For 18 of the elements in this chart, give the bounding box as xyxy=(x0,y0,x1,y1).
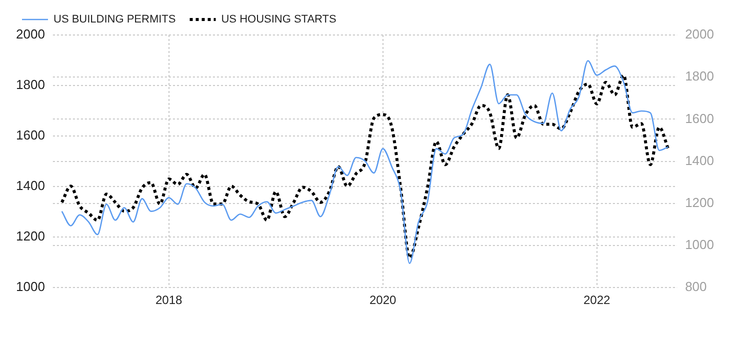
legend-label: US HOUSING STARTS xyxy=(221,14,336,26)
x-tick-label: 2022 xyxy=(583,293,610,308)
y-tick-label: 2000 xyxy=(16,26,45,42)
y2-tick-label: 1200 xyxy=(685,194,714,210)
legend-label: US BUILDING PERMITS xyxy=(54,14,176,26)
y-tick-label: 1400 xyxy=(16,178,45,194)
y2-tick-label: 800 xyxy=(685,279,707,294)
x-tick-label: 2020 xyxy=(369,293,397,308)
y2-tick-label: 2000 xyxy=(685,26,714,42)
x-tick-label: 2018 xyxy=(155,293,183,308)
y-tick-label: 1200 xyxy=(16,228,45,244)
y-tick-label: 1800 xyxy=(16,77,45,92)
y-tick-label: 1600 xyxy=(16,128,45,143)
y-tick-label: 1000 xyxy=(16,279,45,294)
y2-tick-label: 1000 xyxy=(685,237,714,252)
y2-tick-label: 1800 xyxy=(685,68,714,84)
y2-tick-label: 1400 xyxy=(685,152,714,168)
y2-tick-label: 1600 xyxy=(685,110,714,126)
